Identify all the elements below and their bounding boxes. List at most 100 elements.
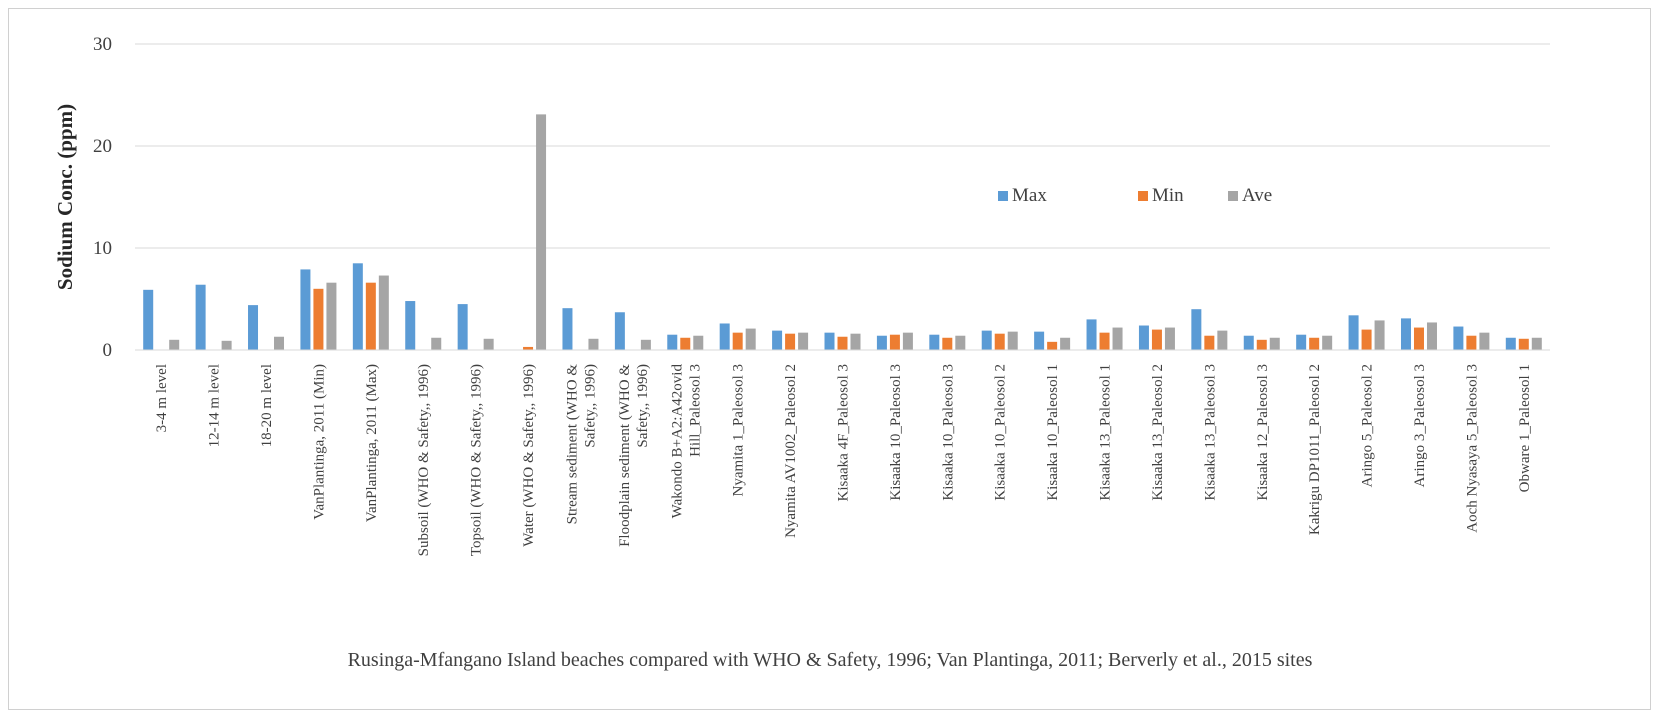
bar-ave <box>1164 327 1175 350</box>
bar-min <box>1151 329 1162 350</box>
bar-max <box>195 284 206 350</box>
bar-min <box>1047 341 1058 350</box>
bar-ave <box>588 338 599 350</box>
legend-label-ave: Ave <box>1242 185 1272 206</box>
x-axis-title: Rusinga-Mfangano Island beaches compared… <box>348 649 1313 671</box>
x-tick-label: Subsoil (WHO & Safety,, 1996) <box>416 364 432 556</box>
bar-min <box>1204 335 1215 350</box>
bar-ave <box>274 336 285 350</box>
bar-ave <box>1060 337 1071 350</box>
bar-max <box>929 334 940 350</box>
y-tick-label: 0 <box>103 340 113 361</box>
bar-ave <box>1531 337 1542 350</box>
bar-min <box>523 346 534 350</box>
x-tick-label: 18-20 m level <box>259 364 275 447</box>
x-tick-label: Nyamita AV1002_Paleosol 2 <box>783 364 799 538</box>
bar-max <box>1505 337 1516 350</box>
bar-ave <box>1269 337 1280 350</box>
x-tick-label: Obware 1_Paleosol 1 <box>1517 364 1533 492</box>
bar-min <box>1099 332 1110 350</box>
bar-ave <box>798 332 809 350</box>
x-tick-label: Kisaaka 10_Paleosol 1 <box>1045 364 1061 501</box>
bar-min <box>785 333 796 350</box>
bar-max <box>1453 326 1464 350</box>
x-tick-label: Aoch Nyasaya 5_Paleosol 3 <box>1464 364 1480 533</box>
bar-min <box>1413 327 1424 350</box>
bar-max <box>143 289 154 350</box>
bar-min <box>1309 337 1320 350</box>
bar-max <box>1243 335 1254 350</box>
x-tick-label: Safety,, 1996) <box>582 364 598 448</box>
bar-ave <box>431 337 442 350</box>
x-tick-label: Aringo 5_Paleosol 2 <box>1360 364 1376 487</box>
x-tick-label: VanPlantinga, 2011 (Max) <box>364 364 380 522</box>
x-tick-label: Kisaaka 10_Paleosol 3 <box>888 364 904 501</box>
bar-max <box>248 305 259 350</box>
bar-ave <box>1007 331 1018 350</box>
bar-min <box>1361 329 1372 350</box>
bar-ave <box>955 335 966 350</box>
bar-ave <box>1426 322 1437 350</box>
bar-max <box>772 330 783 350</box>
chart-frame <box>8 8 1651 710</box>
x-tick-label: Aringo 3_Paleosol 3 <box>1412 364 1428 487</box>
x-tick-label: Water (WHO & Safety,, 1996) <box>521 364 537 547</box>
bar-min <box>313 288 324 350</box>
bar-max <box>1400 318 1411 350</box>
bar-ave <box>169 339 180 350</box>
legend-label-max: Max <box>1012 185 1047 206</box>
bar-min <box>365 282 376 350</box>
bar-ave <box>1112 327 1123 350</box>
x-tick-label: Kisaaka 13_Paleosol 3 <box>1202 364 1218 501</box>
x-tick-label: Kisaaka 13_Paleosol 2 <box>1150 364 1166 501</box>
bar-min <box>994 333 1005 350</box>
x-tick-label: Kakrigu DP1011_Paleosol 2 <box>1307 364 1323 535</box>
bar-ave <box>902 332 913 350</box>
x-tick-label: Kisaaka 10_Paleosol 2 <box>993 364 1009 501</box>
x-tick-label: Kisaaka 10_Paleosol 3 <box>940 364 956 501</box>
bar-max <box>614 312 625 350</box>
x-tick-label: Kisaaka 13_Paleosol 1 <box>1098 364 1114 501</box>
bar-min <box>889 334 900 350</box>
x-tick-label: Kisaaka 4F_Paleosol 3 <box>836 364 852 501</box>
bar-max <box>562 308 573 350</box>
x-tick-label: 3-4 m level <box>154 364 170 432</box>
legend-swatch-ave <box>1228 191 1238 201</box>
bar-max <box>405 301 416 350</box>
legend-label-min: Min <box>1152 185 1184 206</box>
bar-min <box>1256 339 1267 350</box>
bar-ave <box>850 333 861 350</box>
x-tick-label: Safety,, 1996) <box>635 364 651 448</box>
bar-ave <box>483 338 494 350</box>
bar-max <box>300 269 311 350</box>
x-tick-label: Nyamita 1_Paleosol 3 <box>731 364 747 496</box>
bar-max <box>719 323 730 350</box>
bar-ave <box>221 340 232 350</box>
legend-swatch-min <box>1138 191 1148 201</box>
bar-ave <box>1322 335 1333 350</box>
x-tick-label: Hill_Paleosol 3 <box>687 364 703 457</box>
y-axis-title: Sodium Conc. (ppm) <box>53 104 77 290</box>
bar-min <box>1518 338 1529 350</box>
bar-ave <box>378 275 389 350</box>
y-tick-label: 20 <box>93 136 112 157</box>
bar-min <box>732 332 743 350</box>
y-tick-label: 10 <box>93 238 112 259</box>
bar-ave <box>536 114 547 350</box>
bar-ave <box>693 335 704 350</box>
x-tick-label: Topsoil (WHO & Safety,, 1996) <box>469 364 485 556</box>
bar-max <box>457 304 468 350</box>
bar-min <box>837 336 848 350</box>
bar-max <box>352 263 363 350</box>
bar-max <box>1191 309 1202 350</box>
bar-ave <box>1217 330 1228 350</box>
bar-min <box>942 337 953 350</box>
x-tick-label: Floodplain sediment (WHO & <box>617 364 633 547</box>
x-tick-label: 12-14 m level <box>207 364 223 447</box>
bar-ave <box>745 328 756 350</box>
bar-max <box>1296 334 1307 350</box>
bar-max <box>1138 325 1149 350</box>
bar-max <box>981 330 992 350</box>
bar-ave <box>1479 332 1490 350</box>
